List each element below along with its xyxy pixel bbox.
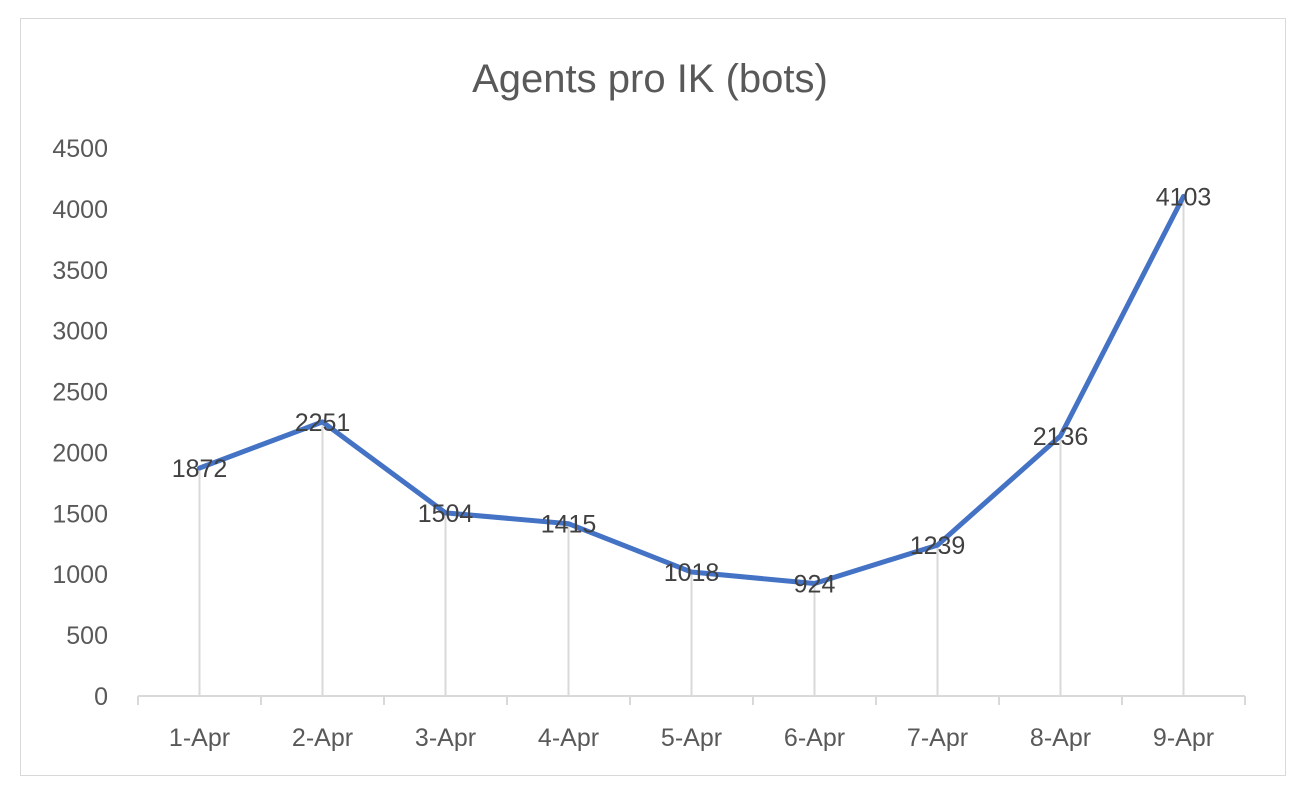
data-label: 1872	[172, 455, 228, 483]
y-tick-label: 0	[94, 683, 108, 711]
y-tick-label: 1000	[52, 561, 108, 589]
x-tick-label: 4-Apr	[538, 724, 599, 752]
y-tick-label: 1500	[52, 500, 108, 528]
chart-title: Agents pro IK (bots)	[472, 57, 828, 101]
x-tick-label: 8-Apr	[1030, 724, 1091, 752]
data-label: 1415	[541, 511, 597, 539]
data-label: 2251	[295, 409, 351, 437]
data-label: 1504	[418, 500, 474, 528]
data-label: 2136	[1033, 423, 1089, 451]
x-axis-tick-marks	[137, 696, 1246, 705]
y-tick-label: 500	[66, 622, 108, 650]
y-tick-label: 4000	[52, 196, 108, 224]
x-tick-label: 3-Apr	[415, 724, 476, 752]
drop-lines	[198, 196, 1185, 696]
x-tick-label: 6-Apr	[784, 724, 845, 752]
y-axis-ticks: 0 500 1000 1500 2000 2500 3000 3500 4000 4500	[52, 135, 108, 711]
series-line	[197, 193, 1186, 586]
y-tick-label: 3500	[52, 257, 108, 285]
data-labels: 1872 2251 1504 1415 1018 924 1239 2136 4103	[172, 183, 1212, 598]
data-label: 1239	[910, 532, 966, 560]
y-tick-label: 2000	[52, 439, 108, 467]
data-label: 4103	[1156, 183, 1212, 211]
x-tick-label: 1-Apr	[169, 724, 230, 752]
y-tick-label: 2500	[52, 379, 108, 407]
chart-frame	[20, 18, 1286, 776]
data-label: 1018	[664, 559, 720, 587]
y-tick-label: 4500	[52, 135, 108, 163]
x-tick-label: 2-Apr	[292, 724, 353, 752]
y-tick-label: 3000	[52, 318, 108, 346]
data-label: 924	[794, 570, 836, 598]
x-axis-ticks: 1-Apr 2-Apr 3-Apr 4-Apr 5-Apr 6-Apr 7-Apr 8-Apr…	[169, 724, 1214, 752]
x-tick-label: 5-Apr	[661, 724, 722, 752]
x-tick-label: 7-Apr	[907, 724, 968, 752]
x-tick-label: 9-Apr	[1153, 724, 1214, 752]
